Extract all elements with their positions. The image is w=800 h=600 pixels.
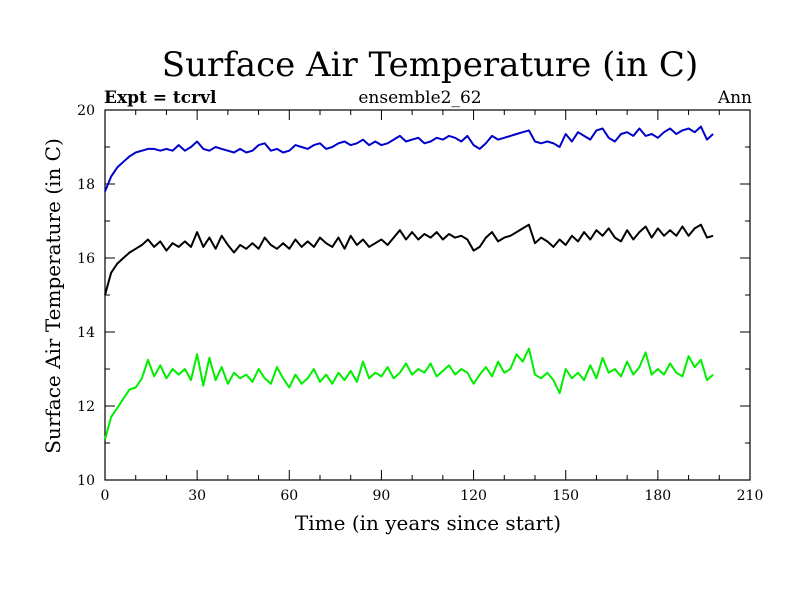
x-tick-label: 90: [373, 488, 391, 504]
series-line-2: [104, 223, 714, 296]
x-tick-label: 30: [188, 488, 206, 504]
y-tick-label: 16: [77, 251, 95, 267]
y-tick-label: 18: [77, 177, 95, 193]
x-axis-label: Time (in years since start): [295, 511, 561, 535]
y-tick-label: 10: [77, 473, 95, 489]
x-tick-label: 210: [737, 488, 764, 504]
x-tick-label: 120: [460, 488, 487, 504]
y-tick-label: 14: [77, 325, 95, 341]
ensemble-label: ensemble2_62: [358, 88, 481, 108]
expt-label: Expt = tcrvl: [104, 88, 217, 108]
y-axis-label: Surface Air Temperature (in C): [41, 138, 65, 454]
x-tick-label: 0: [101, 488, 110, 504]
y-tick-label: 20: [77, 103, 95, 119]
x-tick-label: 180: [644, 488, 671, 504]
plot-area: 0 30 60 90 120 150 180 210 10 12 14 16 18 20: [77, 103, 763, 504]
plot-frame: [104, 109, 751, 481]
chart-title: Surface Air Temperature (in C): [162, 45, 698, 85]
period-label: Ann: [717, 88, 752, 108]
x-tick-label: 150: [552, 488, 579, 504]
series-line-1: [104, 125, 714, 192]
y-tick-label: 12: [77, 399, 95, 415]
x-tick-label: 60: [280, 488, 298, 504]
series-line-3: [104, 347, 714, 440]
